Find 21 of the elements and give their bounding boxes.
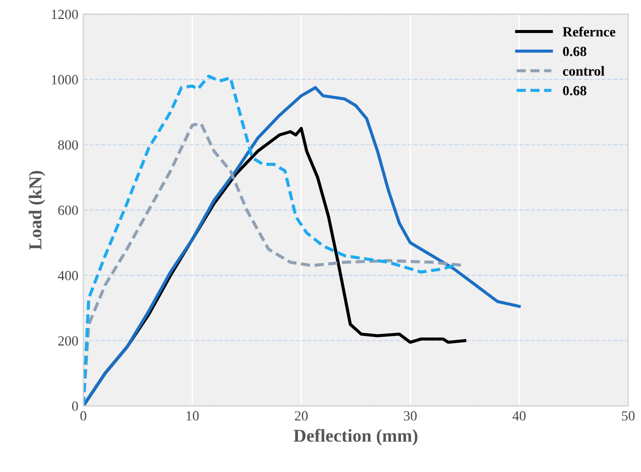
x-tick-label: 20 bbox=[294, 411, 308, 421]
y-axis-title: Load (kN) bbox=[28, 170, 46, 250]
legend-label: 0.68 bbox=[563, 46, 586, 56]
x-tick-label: 50 bbox=[622, 411, 635, 421]
x-axis-title: Deflection (mm) bbox=[294, 428, 418, 446]
line-series bbox=[83, 86, 521, 406]
y-tick-label: 0 bbox=[72, 402, 78, 411]
y-tick-label: 1000 bbox=[52, 75, 78, 84]
y-tick-label: 1200 bbox=[52, 10, 78, 20]
legend-label: control bbox=[562, 66, 604, 76]
legend-label: Refernce bbox=[562, 26, 616, 37]
y-tick-label: 200 bbox=[58, 336, 78, 346]
y-tick-label: 400 bbox=[58, 270, 78, 280]
line-series bbox=[83, 74, 456, 406]
x-tick-label: 10 bbox=[186, 411, 199, 421]
y-tick-label: 800 bbox=[58, 140, 78, 150]
y-tick-label: 600 bbox=[58, 206, 78, 215]
legend-label: 0.68 bbox=[563, 86, 586, 96]
x-tick-label: 0 bbox=[80, 411, 86, 421]
x-tick-label: 40 bbox=[512, 411, 526, 421]
x-tick-label: 30 bbox=[404, 411, 417, 421]
